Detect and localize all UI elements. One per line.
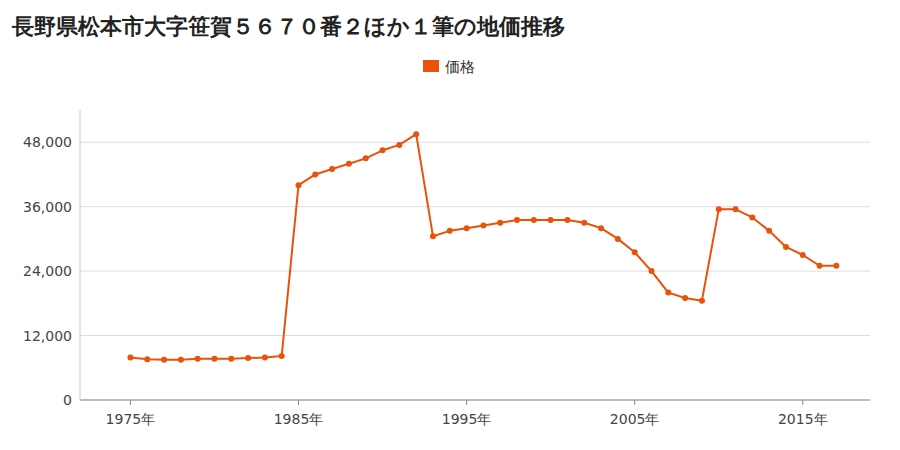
- point: [211, 356, 217, 362]
- point: [833, 263, 839, 269]
- point: [329, 166, 335, 172]
- point: [480, 222, 486, 228]
- grid-line: [80, 400, 870, 401]
- point: [564, 217, 570, 223]
- point: [682, 295, 688, 301]
- y-tick-label: 48,000: [23, 134, 72, 150]
- point: [127, 355, 133, 361]
- point: [262, 355, 268, 361]
- x-tick: [634, 400, 635, 405]
- y-axis-line: [80, 110, 81, 400]
- grid-line: [80, 335, 870, 336]
- point: [245, 355, 251, 361]
- y-tick-label: 24,000: [23, 263, 72, 279]
- x-tick-label: 2005年: [610, 411, 660, 427]
- title: 長野県松本市大字笹賀５６７０番２ほか１筆の地価推移: [11, 14, 565, 39]
- point: [161, 357, 167, 363]
- point: [615, 236, 621, 242]
- point: [296, 182, 302, 188]
- point: [430, 233, 436, 239]
- point: [598, 225, 604, 231]
- background: [0, 0, 900, 450]
- point: [464, 225, 470, 231]
- point: [581, 220, 587, 226]
- point: [413, 131, 419, 137]
- x-tick-label: 1995年: [442, 411, 492, 427]
- point: [648, 268, 654, 274]
- point: [228, 356, 234, 362]
- point: [312, 171, 318, 177]
- grid-line: [80, 271, 870, 272]
- line: [130, 134, 836, 360]
- point: [531, 217, 537, 223]
- point: [363, 155, 369, 161]
- point: [800, 252, 806, 258]
- point: [396, 142, 402, 148]
- legend-swatch: [423, 60, 439, 72]
- x-tick-label: 2015年: [778, 411, 828, 427]
- y-grid: [80, 142, 870, 400]
- legend: 価格: [423, 58, 475, 76]
- point: [144, 356, 150, 362]
- x-tick: [130, 400, 131, 405]
- point: [279, 353, 285, 359]
- point: [632, 249, 638, 255]
- point: [699, 298, 705, 304]
- y-tick-label: 0: [63, 392, 72, 408]
- point: [346, 161, 352, 167]
- y-tick-label: 36,000: [23, 199, 72, 215]
- point: [447, 228, 453, 234]
- point: [817, 263, 823, 269]
- point: [665, 290, 671, 296]
- grid-line: [80, 206, 870, 207]
- point: [195, 356, 201, 362]
- x-tick-label: 1985年: [274, 411, 324, 427]
- point: [716, 206, 722, 212]
- x-axis-line: [80, 400, 870, 401]
- point: [514, 217, 520, 223]
- point: [548, 217, 554, 223]
- y-tick-label: 12,000: [23, 328, 72, 344]
- x-tick: [298, 400, 299, 405]
- point: [178, 357, 184, 363]
- x-tick-label: 1975年: [106, 411, 156, 427]
- point: [749, 214, 755, 220]
- grid-line: [80, 142, 870, 143]
- x-tick: [802, 400, 803, 405]
- point: [766, 228, 772, 234]
- x-tick: [466, 400, 467, 405]
- point: [783, 244, 789, 250]
- legend-label: 価格: [445, 58, 475, 76]
- plot-area: [127, 131, 839, 363]
- point: [380, 147, 386, 153]
- chart: 長野県松本市大字笹賀５６７０番２ほか１筆の地価推移 0 12,000 24,000 36…: [0, 0, 900, 450]
- point: [733, 206, 739, 212]
- point: [497, 220, 503, 226]
